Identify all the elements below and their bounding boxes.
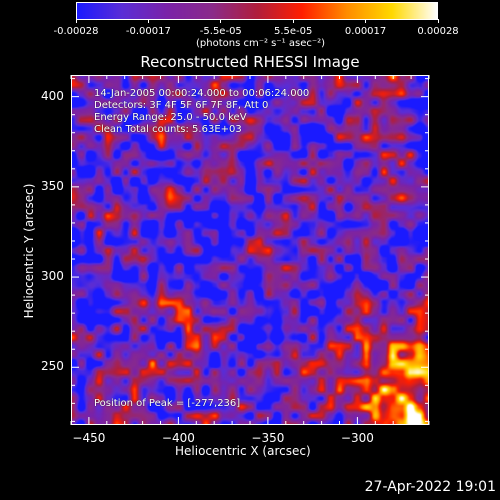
colorbar-tick-mark: [365, 19, 367, 23]
x-tick-label: −300: [340, 431, 374, 445]
colorbar-tick-mark: [437, 19, 439, 23]
y-tick-label: 300: [41, 269, 64, 284]
colorbar-unit-label: (photons cm⁻² s⁻¹ asec⁻²): [196, 38, 326, 49]
annotation-time-range: 14-Jan-2005 00:00:24.000 to 00:06:24.000: [94, 88, 310, 99]
colorbar-tick-label: -0.00028: [53, 26, 99, 37]
plot-area: 14-Jan-2005 00:00:24.000 to 00:06:24.000…: [71, 75, 429, 425]
colorbar-tick-label: 0.00028: [417, 26, 459, 37]
x-tick-label: −400: [161, 431, 195, 445]
colorbar-tick-label: -5.5e-05: [199, 26, 242, 37]
colorbar-tick-mark: [147, 19, 149, 23]
annotation-peak-position: Position of Peak = [-277,236]: [94, 398, 241, 409]
y-tick-label: 350: [41, 178, 64, 193]
y-tick-label: 400: [41, 88, 64, 103]
colorbar-tick-mark: [292, 19, 294, 23]
annotation-total-counts: Clean Total counts: 5.63E+03: [94, 124, 242, 135]
annotation-detectors: Detectors: 3F 4F 5F 6F 7F 8F, Att 0: [94, 100, 269, 111]
colorbar-tick-mark: [220, 19, 222, 23]
colorbar-tick-label: 5.5e-05: [273, 26, 313, 37]
colorbar-tick-mark: [75, 19, 77, 23]
heatmap-image: [72, 76, 428, 424]
annotation-energy-range: Energy Range: 25.0 - 50.0 keV: [94, 112, 247, 123]
x-axis-label: Heliocentric X (arcsec): [175, 444, 311, 458]
x-tick-label: −450: [72, 431, 106, 445]
y-axis-label: Heliocentric Y (arcsec): [22, 183, 36, 319]
colorbar-tick-label: -0.00017: [125, 26, 171, 37]
x-tick-label: −350: [251, 431, 285, 445]
chart-title: Reconstructed RHESSI Image: [140, 53, 360, 71]
y-tick-label: 250: [41, 359, 64, 374]
colorbar-tick-label: 0.00017: [344, 26, 387, 37]
colorbar: [76, 2, 438, 20]
footer-date: 27-Apr-2022 19:01: [364, 479, 496, 495]
